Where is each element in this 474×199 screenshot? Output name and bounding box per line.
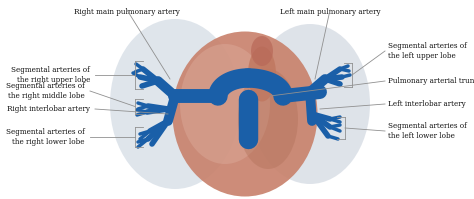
Ellipse shape [110,19,240,189]
Text: Segmental arteries of
the right middle lobe: Segmental arteries of the right middle l… [6,82,85,100]
Ellipse shape [248,47,276,101]
Text: Right interlobar artery: Right interlobar artery [7,105,90,113]
Ellipse shape [251,36,273,66]
Ellipse shape [173,31,318,196]
Text: Segmental arteries of
the right upper lobe: Segmental arteries of the right upper lo… [11,66,90,84]
Text: Left main pulmonary artery: Left main pulmonary artery [280,8,380,16]
Text: Right main pulmonary artery: Right main pulmonary artery [74,8,180,16]
Ellipse shape [250,24,370,184]
Text: Segmental arteries of
the left upper lobe: Segmental arteries of the left upper lob… [388,42,467,60]
Ellipse shape [238,69,298,169]
Ellipse shape [180,44,270,164]
Text: Pulmonary arterial trunk: Pulmonary arterial trunk [388,77,474,85]
Text: Left interlobar artery: Left interlobar artery [388,100,466,108]
Text: Segmental arteries of
the left lower lobe: Segmental arteries of the left lower lob… [388,122,467,140]
Text: Segmental arteries of
the right lower lobe: Segmental arteries of the right lower lo… [6,128,85,146]
